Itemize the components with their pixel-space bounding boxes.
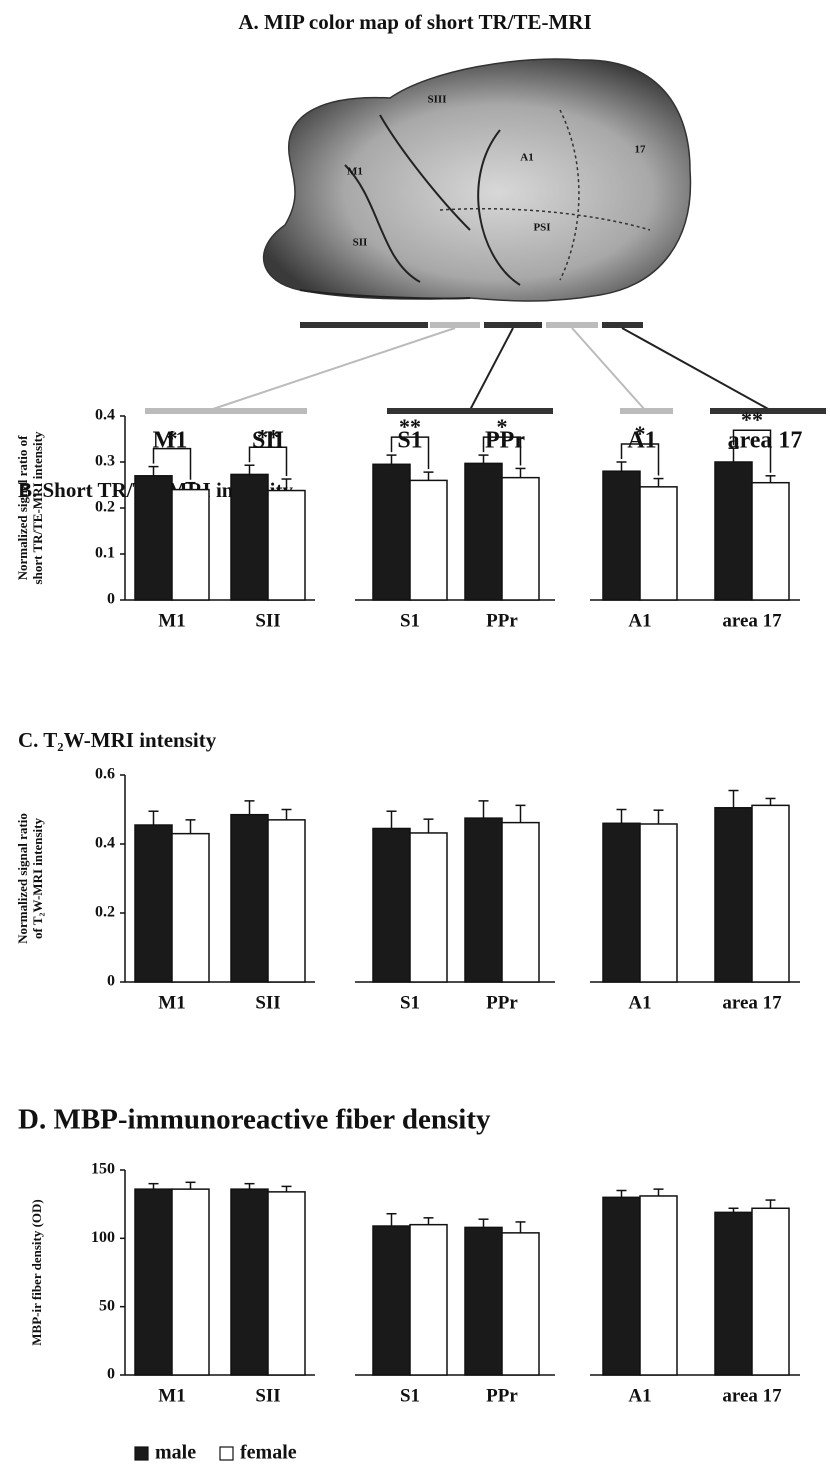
bar: [231, 815, 268, 982]
x-tick-label: S1: [400, 1385, 420, 1406]
brain-label: PSI: [533, 222, 550, 234]
bar: [715, 1212, 752, 1375]
y-tick-label: 0.4: [95, 407, 115, 424]
y-tick-label: 50: [99, 1297, 115, 1314]
x-tick-label: A1: [628, 1385, 651, 1406]
bar: [231, 474, 268, 600]
bar: [172, 834, 209, 982]
x-tick-label: M1: [158, 1385, 185, 1406]
bar: [502, 1233, 539, 1375]
x-tick-label: SII: [255, 1385, 280, 1406]
bar: [465, 463, 502, 600]
x-tick-label: PPr: [486, 992, 518, 1013]
y-tick-label: 0: [107, 1366, 115, 1383]
bar: [752, 483, 789, 600]
bar: [640, 487, 677, 600]
legend-label: female: [240, 1442, 297, 1464]
y-axis-label: short TR/TE-MRI intensity: [30, 431, 45, 584]
x-tick-label: S1: [400, 992, 420, 1013]
bar: [603, 1197, 640, 1375]
x-tick-label: M1: [158, 992, 185, 1013]
significance-label: *: [497, 414, 508, 439]
bar: [373, 1226, 410, 1375]
bar: [715, 462, 752, 600]
x-tick-label: SII: [255, 610, 280, 631]
bar: [373, 464, 410, 600]
x-tick-label: A1: [628, 610, 651, 631]
y-tick-label: 0.6: [95, 766, 115, 783]
bar: [465, 1227, 502, 1375]
x-tick-label: PPr: [486, 610, 518, 631]
bar: [135, 1189, 172, 1375]
y-axis-label: MBP-ir fiber density (OD): [29, 1199, 44, 1345]
significance-label: **: [741, 407, 763, 432]
panel-a-title: A. MIP color map of short TR/TE-MRI: [238, 10, 591, 34]
y-tick-label: 0.1: [95, 545, 115, 562]
y-tick-label: 150: [91, 1161, 115, 1178]
significance-label: **: [399, 414, 421, 439]
bar: [373, 828, 410, 982]
figure: A. MIP color map of short TR/TE-MRI SIII…: [0, 0, 830, 1476]
bar: [268, 491, 305, 600]
bar: [603, 471, 640, 600]
y-axis-label: of T₂W-MRI intensity: [30, 818, 45, 939]
brain-label: 17: [635, 144, 647, 156]
y-tick-label: 0.2: [95, 904, 115, 921]
bar: [752, 1208, 789, 1375]
bar: [231, 1189, 268, 1375]
brain-label: SII: [353, 237, 368, 249]
brain-label: A1: [520, 152, 533, 164]
y-tick-label: 0: [107, 591, 115, 608]
bar: [410, 480, 447, 600]
x-tick-label: area 17: [722, 992, 782, 1013]
y-tick-label: 0.2: [95, 499, 115, 516]
brain-map: [145, 59, 826, 411]
bar: [502, 823, 539, 982]
significance-label: *: [167, 426, 178, 451]
legend-swatch: [135, 1447, 148, 1460]
chart-title: D. MBP-immunoreactive fiber density: [18, 1104, 491, 1136]
x-tick-label: SII: [255, 992, 280, 1013]
brain-label: M1: [347, 166, 363, 178]
page: A. MIP color map of short TR/TE-MRI SIII…: [0, 0, 830, 1476]
bar: [465, 818, 502, 982]
y-axis-label: Normalized signal ratio of: [15, 435, 30, 580]
bar: [172, 1189, 209, 1375]
bar: [752, 805, 789, 982]
bar: [502, 478, 539, 600]
significance-label: *: [635, 421, 646, 446]
x-tick-label: area 17: [722, 1385, 782, 1406]
x-tick-label: PPr: [486, 1385, 518, 1406]
y-tick-label: 100: [91, 1229, 115, 1246]
bar: [640, 824, 677, 982]
legend-label: male: [155, 1442, 196, 1464]
bar: [410, 833, 447, 982]
x-tick-label: S1: [400, 610, 420, 631]
bar: [268, 820, 305, 982]
y-tick-label: 0.4: [95, 835, 115, 852]
chart-title: C. T₂W-MRI intensity: [18, 728, 217, 752]
brain-label: SIII: [428, 94, 447, 106]
legend-swatch: [220, 1447, 233, 1460]
bar: [410, 1225, 447, 1375]
bar: [135, 476, 172, 600]
y-axis-label: Normalized signal ratio: [15, 813, 30, 944]
bar: [603, 823, 640, 982]
x-tick-label: area 17: [722, 610, 782, 631]
bar: [172, 490, 209, 600]
x-tick-label: A1: [628, 992, 651, 1013]
significance-label: **: [257, 424, 279, 449]
bar: [268, 1192, 305, 1375]
y-tick-label: 0.3: [95, 453, 115, 470]
bar: [640, 1196, 677, 1375]
region-label: area 17: [728, 428, 803, 454]
x-tick-label: M1: [158, 610, 185, 631]
y-tick-label: 0: [107, 973, 115, 990]
bar: [715, 808, 752, 982]
bar: [135, 825, 172, 982]
